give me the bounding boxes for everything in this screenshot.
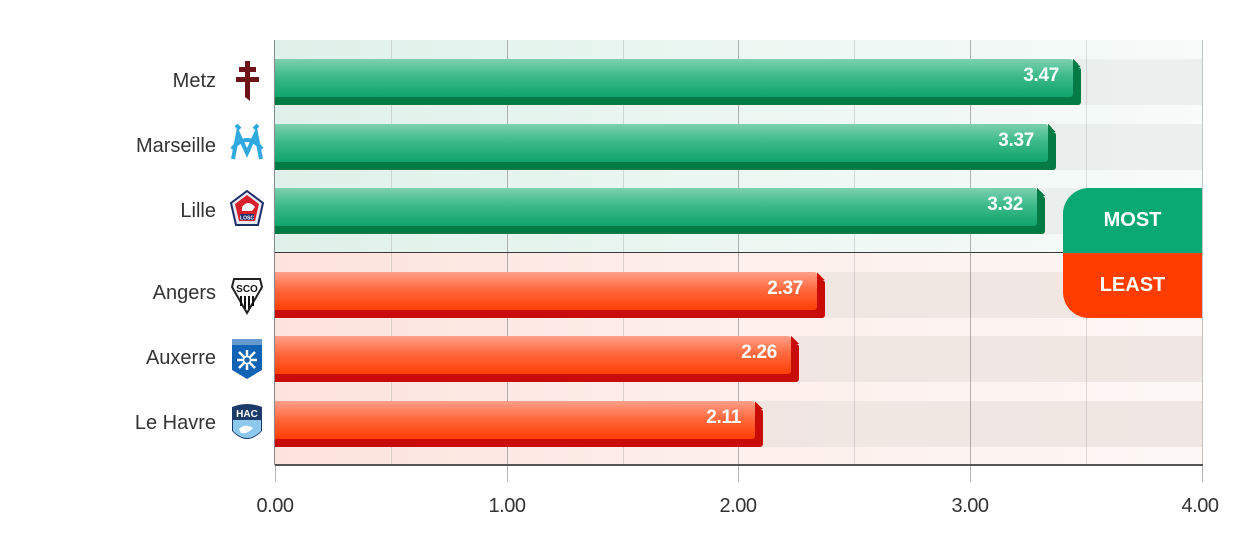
bar-metz[interactable]: 3.47 [275,59,1081,105]
x-tick [1202,466,1203,482]
right-border-line [1202,40,1203,465]
zone-divider [275,252,1202,253]
bar-lille[interactable]: 3.32 [275,188,1045,234]
x-tick-label: 1.00 [488,495,526,517]
value-label: 3.37 [998,130,1034,151]
x-tick [275,466,276,482]
row-label-le-havre: Le Havre [134,412,216,434]
bar-auxerre[interactable]: 2.26 [275,336,799,382]
most-badge: MOST [1063,188,1202,253]
marseille-om-icon [230,123,264,160]
row-label-auxerre: Auxerre [145,347,216,369]
bar-angers[interactable]: 2.37 [275,272,825,318]
row-label-angers: Angers [152,282,216,304]
row-label-marseille: Marseille [135,135,216,157]
least-badge: LEAST [1063,253,1202,318]
svg-text:HAC: HAC [236,409,258,420]
value-label: 2.26 [741,342,777,363]
bar-le-havre[interactable]: 2.11 [275,401,763,447]
svg-text:LOSC: LOSC [240,216,254,222]
lille-losc-icon: LOSC [229,189,265,226]
x-tick-label: 0.00 [256,495,294,517]
x-tick-label: 3.00 [951,495,989,517]
metz-cross-icon [236,61,259,101]
auxerre-aja-icon [232,339,262,379]
x-tick [738,466,739,482]
value-label: 3.32 [987,194,1023,215]
x-tick [970,466,971,482]
value-label: 2.37 [767,278,803,299]
value-label: 3.47 [1023,65,1059,86]
row-label-lille: Lille [180,200,216,222]
x-tick-label: 2.00 [719,495,757,517]
angers-sco-icon: SCO [230,278,264,316]
x-tick-label: 4.00 [1181,495,1219,517]
le-havre-hac-icon: HAC [232,404,262,439]
value-label: 2.11 [706,407,741,428]
svg-text:SCO: SCO [236,284,258,295]
row-label-metz: Metz [172,70,216,92]
x-axis-line [275,464,1203,466]
bar-marseille[interactable]: 3.37 [275,124,1056,170]
x-tick [507,466,508,482]
y-axis-line [274,40,275,465]
